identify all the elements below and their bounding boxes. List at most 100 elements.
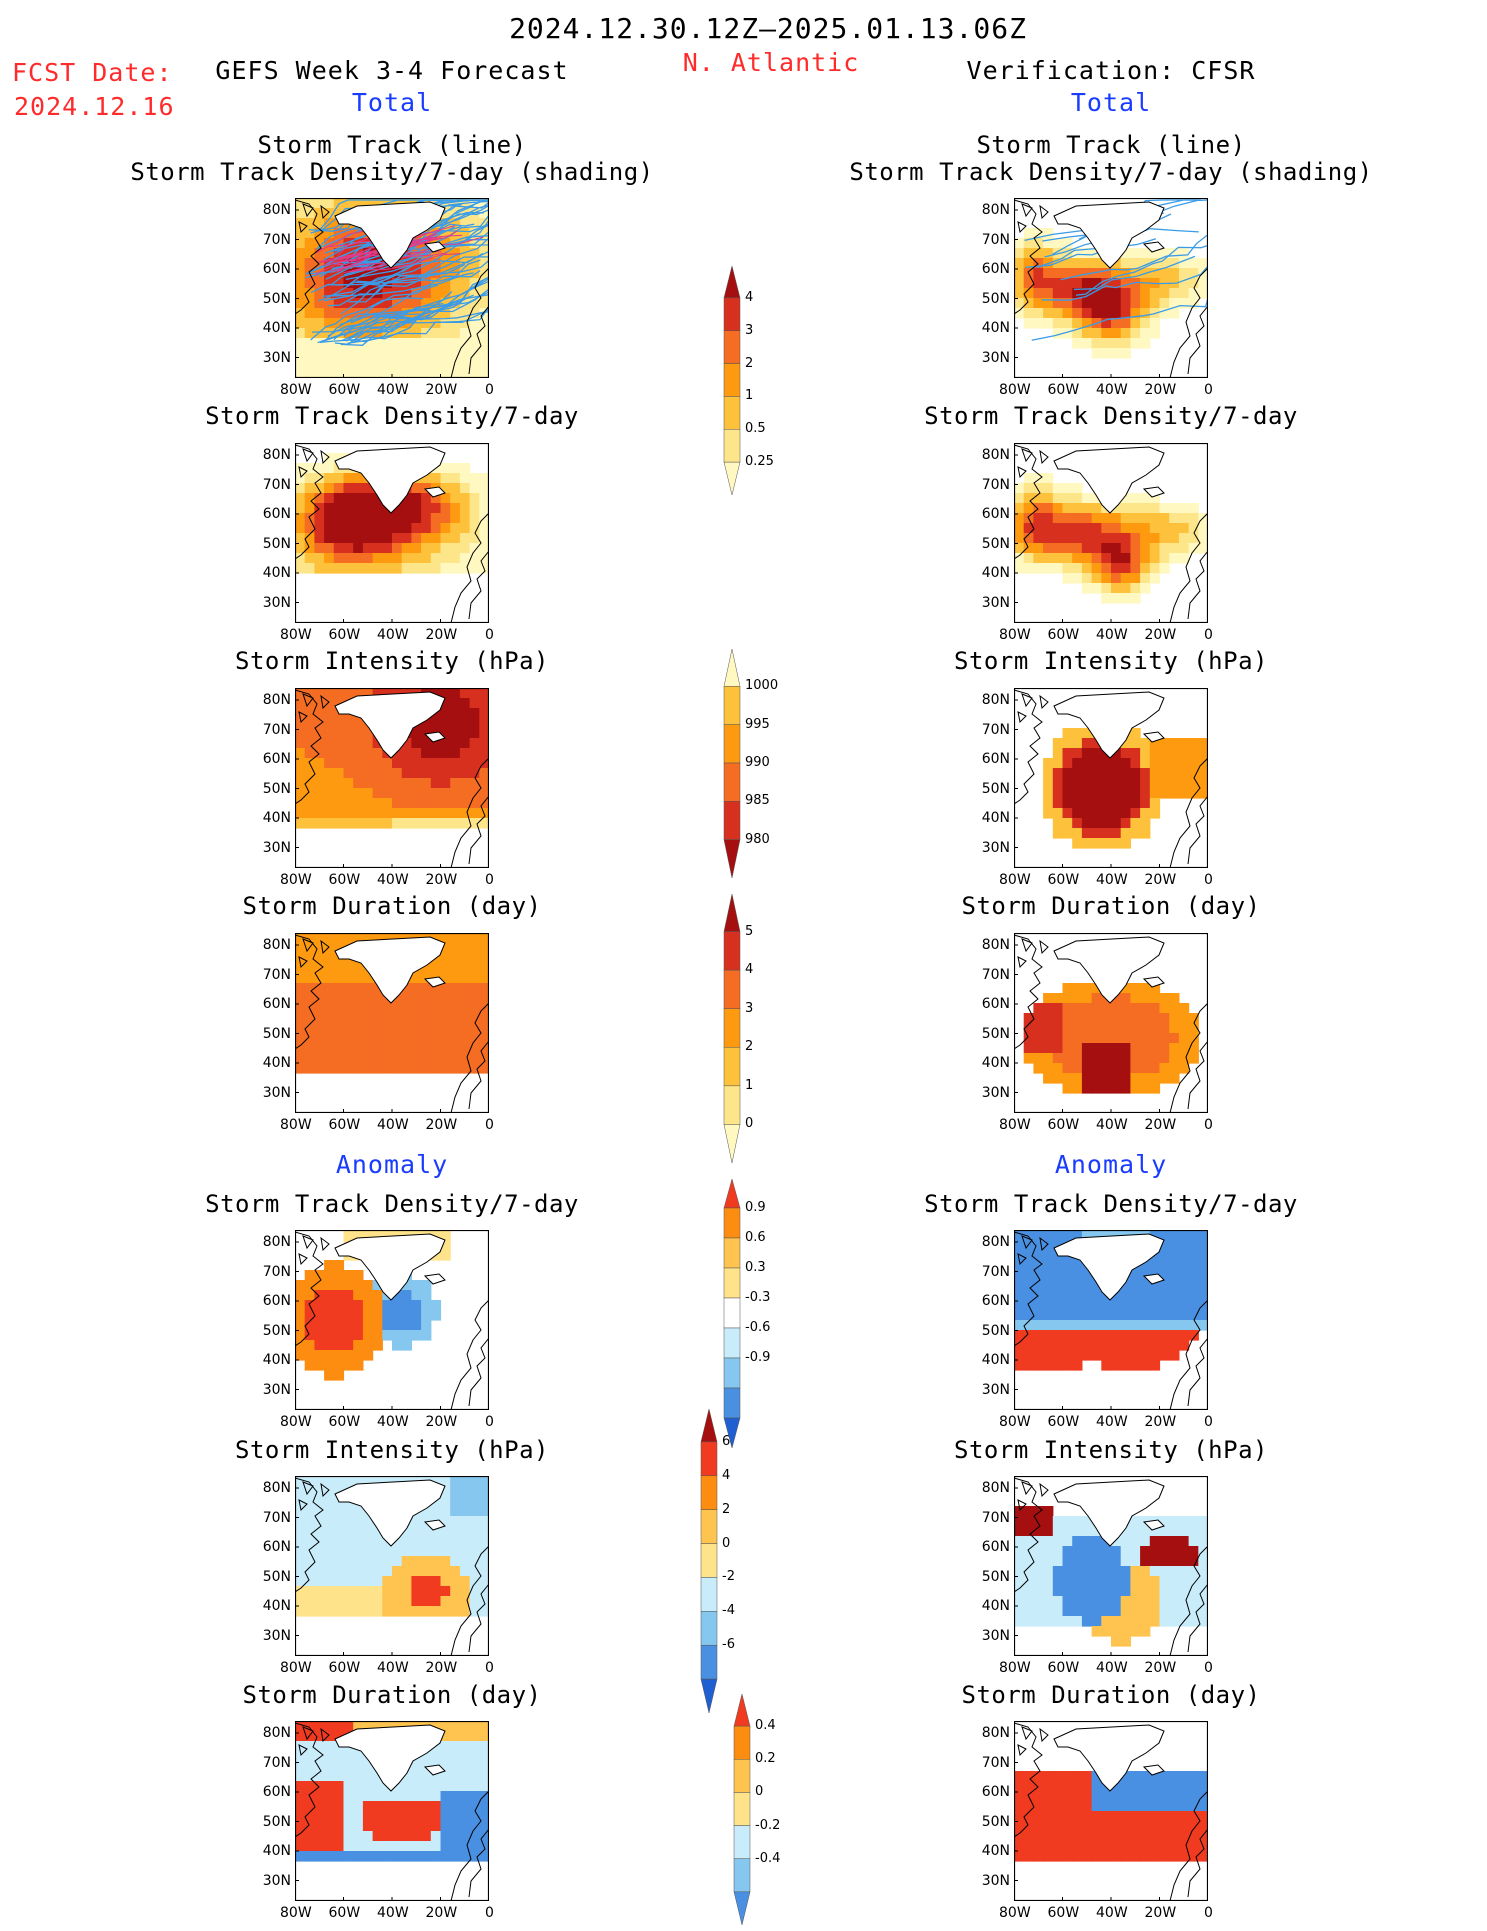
row4-right-title: Storm Duration (day) [961, 892, 1261, 920]
lat-tick-label: 30N [981, 1872, 1010, 1889]
lat-tick-label: 60N [262, 1539, 291, 1555]
lat-tick-label: 40N [262, 1843, 291, 1859]
colorbar-label: 995 [745, 716, 770, 732]
row4-left-title: Storm Duration (day) [242, 892, 542, 920]
row1-left-title-line2: Storm Track Density/7-day (shading) [130, 158, 654, 186]
lat-tick-label: 50N [262, 1025, 291, 1042]
lon-tick-label: 0 [485, 382, 494, 398]
row1-right-title-line2: Storm Track Density/7-day (shading) [849, 158, 1373, 186]
map-plot [295, 443, 489, 623]
lat-tick-label: 40N [981, 1352, 1010, 1368]
colorbar-label: -2 [722, 1569, 735, 1585]
lat-tick-label: 80N [981, 1725, 1010, 1741]
tick-marks [295, 944, 489, 1113]
lon-tick-label: 60W [1047, 1414, 1080, 1430]
colorbar-label: 2 [745, 1039, 754, 1055]
lon-tick-label: 40W [377, 382, 409, 398]
map-cfsr-intensity [1014, 688, 1208, 868]
lat-tick-label: 70N [981, 476, 1010, 493]
row5-right-title: Storm Track Density/7-day [924, 1190, 1298, 1218]
colorbar-label: 3 [745, 1000, 754, 1016]
lat-tick-label: 40N [262, 1352, 291, 1368]
lon-tick-label: 80W [280, 382, 312, 398]
lon-tick-label: 20W [425, 382, 458, 398]
lon-tick-label: 0 [1204, 1905, 1213, 1921]
lat-tick-label: 50N [981, 290, 1010, 307]
colorbar-label: 2 [722, 1501, 731, 1517]
map-plot [295, 1721, 489, 1901]
row7-left-title: Storm Duration (day) [242, 1681, 542, 1709]
coastline [1014, 444, 1208, 623]
row2-left-title: Storm Track Density/7-day [205, 402, 579, 430]
colorbar-label: -0.2 [755, 1817, 781, 1833]
colorbar-duration-total: 5 4 3 2 1 0 [723, 893, 753, 1169]
colorbar-label: 4 [745, 962, 754, 978]
colorbar-label: 0 [745, 1116, 754, 1132]
lon-tick-label: 60W [1047, 1660, 1080, 1676]
lat-tick-label: 30N [262, 349, 291, 366]
lat-tick-label: 30N [981, 1627, 1010, 1644]
coastline [1014, 199, 1208, 378]
colorbar-graphic [723, 648, 741, 879]
lon-tick-label: 40W [377, 1117, 409, 1133]
row7-right-title: Storm Duration (day) [961, 1681, 1261, 1709]
lat-tick-label: 70N [262, 966, 291, 983]
lat-tick-label: 60N [981, 1784, 1010, 1800]
row1-right-title-line1: Storm Track (line) [976, 131, 1246, 159]
lat-tick-label: 50N [262, 780, 291, 797]
lat-tick-label: 40N [981, 1843, 1010, 1859]
coastline [1014, 1722, 1208, 1901]
colorbar-label: 0.5 [745, 421, 766, 437]
colorbar-label: 990 [745, 755, 770, 770]
map-gefs-intensity-anomaly [295, 1476, 489, 1656]
right-column-title: Verification: CFSR [966, 56, 1256, 85]
lat-tick-label: 30N [262, 839, 291, 856]
lat-tick-label: 40N [981, 810, 1010, 826]
colorbar-label: 0 [755, 1784, 764, 1800]
row1-left-title: Storm Track (line) Storm Track Density/7… [130, 132, 653, 186]
lon-tick-label: 60W [328, 1117, 361, 1133]
map-plot [1014, 443, 1208, 623]
colorbar-graphic [700, 1408, 718, 1714]
lat-tick-label: 30N [981, 839, 1010, 856]
colorbar-label: 0.25 [745, 454, 774, 470]
colorbar-intensity-total: 1000 995 990 985 980 [723, 648, 778, 884]
lat-tick-label: 40N [981, 565, 1010, 581]
colorbar-label: -0.6 [745, 1320, 771, 1335]
left-total-label: Total [351, 88, 433, 117]
lat-tick-label: 80N [981, 202, 1010, 218]
shading-field [1023, 983, 1199, 1094]
colorbar-graphic [723, 265, 741, 496]
colorbar-graphic [723, 893, 741, 1164]
lat-tick-label: 50N [262, 535, 291, 552]
colorbar-label: -0.9 [745, 1350, 771, 1365]
tick-marks [1014, 699, 1208, 868]
lat-tick-label: 30N [262, 1084, 291, 1101]
lon-tick-label: 40W [1096, 1414, 1128, 1430]
row3-right-title: Storm Intensity (hPa) [954, 647, 1268, 675]
lon-tick-label: 80W [280, 1660, 312, 1676]
lat-tick-label: 60N [262, 506, 291, 522]
lat-tick-label: 30N [262, 594, 291, 611]
map-cfsr-duration [1014, 933, 1208, 1113]
lon-tick-label: 80W [999, 1905, 1031, 1921]
colorbar-graphic [733, 1693, 751, 1926]
lat-tick-label: 60N [262, 996, 291, 1012]
lat-tick-label: 70N [981, 1509, 1010, 1526]
map-plot [295, 933, 489, 1113]
lat-tick-label: 30N [262, 1381, 291, 1398]
lat-tick-label: 50N [981, 535, 1010, 552]
right-anomaly-label: Anomaly [1054, 1150, 1168, 1179]
map-cfsr-density-anomaly [1014, 1230, 1208, 1410]
lon-tick-label: 20W [425, 1414, 458, 1430]
lat-tick-label: 60N [262, 1293, 291, 1309]
map-plot [1014, 1230, 1208, 1410]
colorbar-graphic [723, 1178, 741, 1449]
tick-marks [1014, 944, 1208, 1113]
tick-marks [295, 209, 489, 378]
lat-tick-label: 80N [981, 692, 1010, 708]
lon-tick-label: 60W [1047, 382, 1080, 398]
tick-marks [1014, 1732, 1208, 1901]
lat-tick-label: 50N [262, 1813, 291, 1830]
map-plot [295, 198, 489, 378]
